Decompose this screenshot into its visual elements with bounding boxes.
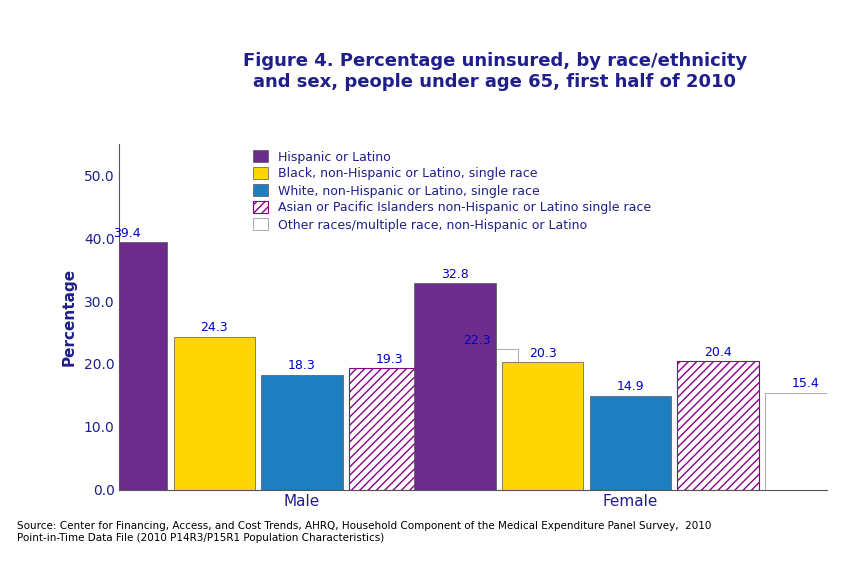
Text: 20.4: 20.4 — [703, 346, 731, 359]
Bar — [414, 283, 495, 490]
Legend: Hispanic or Latino, Black, non-Hispanic or Latino, single race, White, non-Hispa: Hispanic or Latino, Black, non-Hispanic … — [253, 150, 650, 232]
Text: 14.9: 14.9 — [616, 381, 643, 393]
Text: Source: Center for Financing, Access, and Cost Trends, AHRQ, Household Component: Source: Center for Financing, Access, an… — [17, 521, 711, 543]
Text: 18.3: 18.3 — [288, 359, 315, 372]
Text: Figure 4. Percentage uninsured, by race/ethnicity
and sex, people under age 65, : Figure 4. Percentage uninsured, by race/… — [242, 52, 746, 90]
Bar — [676, 361, 757, 490]
Bar — [348, 368, 429, 490]
Text: 24.3: 24.3 — [200, 321, 227, 335]
Bar — [86, 242, 167, 490]
Text: 15.4: 15.4 — [791, 377, 819, 391]
Bar — [436, 350, 517, 490]
Bar — [589, 396, 671, 490]
Bar — [261, 374, 343, 490]
Text: 39.4: 39.4 — [112, 226, 141, 240]
Y-axis label: Percentage: Percentage — [62, 268, 77, 366]
Text: 19.3: 19.3 — [375, 353, 403, 366]
Bar — [502, 362, 583, 490]
Text: 20.3: 20.3 — [528, 347, 556, 359]
Text: 22.3: 22.3 — [463, 334, 490, 347]
Text: 32.8: 32.8 — [440, 268, 469, 281]
Bar — [764, 393, 845, 490]
Bar — [173, 337, 255, 490]
